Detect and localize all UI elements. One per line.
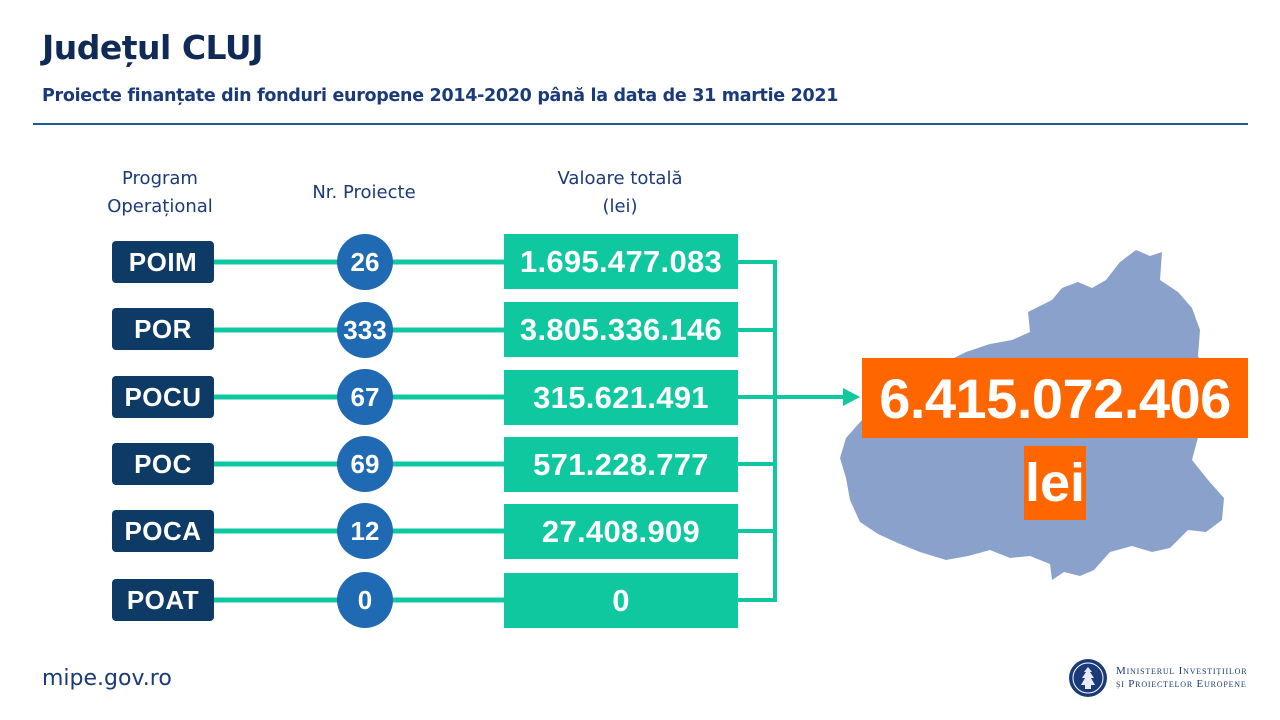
- value-box-por: 3.805.336.146: [504, 302, 738, 357]
- page-subtitle: Proiecte finanțate din fonduri europene …: [42, 86, 839, 106]
- government-emblem-icon: [1069, 659, 1107, 697]
- total-value: 6.415.072.406: [862, 358, 1248, 438]
- column-header-program-line1: Program: [122, 168, 198, 189]
- arrow-head-icon: [843, 388, 860, 406]
- project-count-poim: 26: [337, 234, 393, 290]
- header-divider: [33, 123, 1248, 125]
- value-box-poat: 0: [504, 573, 738, 628]
- value-box-poca: 27.408.909: [504, 504, 738, 559]
- program-box-por: POR: [112, 308, 214, 350]
- total-unit: lei: [1024, 446, 1086, 520]
- value-box-pocu: 315.621.491: [504, 370, 738, 425]
- ministry-name-line2: și Proiectelor Europene: [1116, 678, 1247, 690]
- program-box-poat: POAT: [112, 579, 214, 621]
- column-header-value-line1: Valoare totală: [557, 168, 683, 189]
- program-box-poca: POCA: [112, 510, 214, 552]
- program-box-poc: POC: [112, 443, 214, 485]
- program-box-pocu: POCU: [112, 376, 214, 418]
- program-box-poim: POIM: [112, 241, 214, 283]
- project-count-poca: 12: [337, 503, 393, 559]
- ministry-logo: Ministerul Investițiilor și Proiectelor …: [1068, 658, 1247, 698]
- project-count-poc: 69: [337, 436, 393, 492]
- value-box-poim: 1.695.477.083: [504, 234, 738, 289]
- column-header-program: Program Operațional: [70, 165, 250, 221]
- column-header-program-line2: Operațional: [107, 196, 213, 217]
- ministry-name-line1: Ministerul Investițiilor: [1116, 665, 1248, 677]
- value-box-poc: 571.228.777: [504, 437, 738, 492]
- page-title: Județul CLUJ: [42, 28, 264, 67]
- column-header-value: Valoare totală (lei): [520, 165, 720, 221]
- footer-website-link[interactable]: mipe.gov.ro: [42, 666, 172, 691]
- column-header-count: Nr. Proiecte: [312, 182, 416, 203]
- project-count-pocu: 67: [337, 369, 393, 425]
- project-count-por: 333: [337, 302, 393, 358]
- column-header-value-line2: (lei): [602, 196, 638, 217]
- project-count-poat: 0: [337, 572, 393, 628]
